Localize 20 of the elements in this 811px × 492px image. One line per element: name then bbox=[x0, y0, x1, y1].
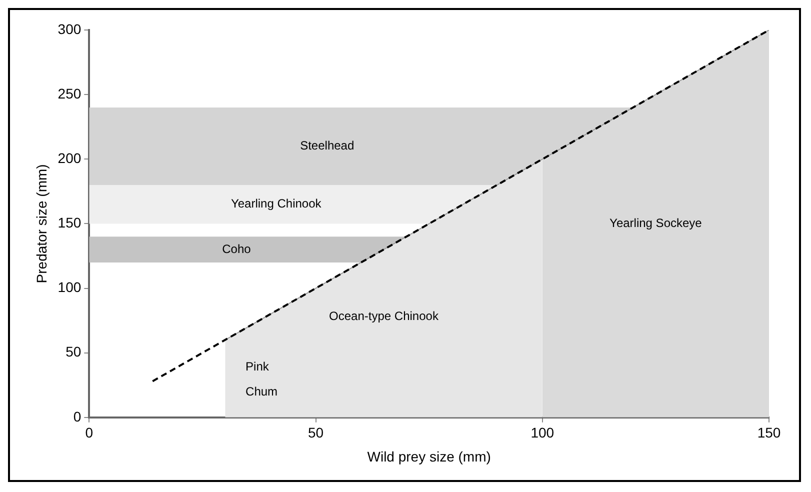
series-label: Yearling Sockeye bbox=[610, 216, 702, 230]
y-tick-label: 150 bbox=[58, 214, 82, 231]
y-tick-label: 50 bbox=[66, 344, 82, 360]
x-tick-label: 0 bbox=[85, 424, 94, 441]
y-tick-label: 250 bbox=[58, 85, 82, 102]
band-label: Steelhead bbox=[300, 138, 354, 153]
x-tick-label: 100 bbox=[530, 424, 554, 441]
x-tick-label: 150 bbox=[757, 424, 781, 441]
band-label: Coho bbox=[222, 242, 252, 256]
annotation: Pink bbox=[246, 359, 270, 374]
y-tick-label: 200 bbox=[58, 150, 82, 166]
y-tick-label: 100 bbox=[58, 279, 82, 296]
annotation: Chum bbox=[246, 384, 278, 399]
x-axis-title: Wild prey size (mm) bbox=[367, 448, 491, 464]
band-label: Yearling Chinook bbox=[230, 196, 322, 211]
series-label: Ocean-type Chinook bbox=[329, 308, 440, 323]
y-axis-title: Predator size (mm) bbox=[33, 164, 50, 284]
x-tick-label: 50 bbox=[308, 424, 324, 441]
y-tick-label: 300 bbox=[58, 20, 82, 37]
y-tick-label: 0 bbox=[73, 408, 82, 424]
